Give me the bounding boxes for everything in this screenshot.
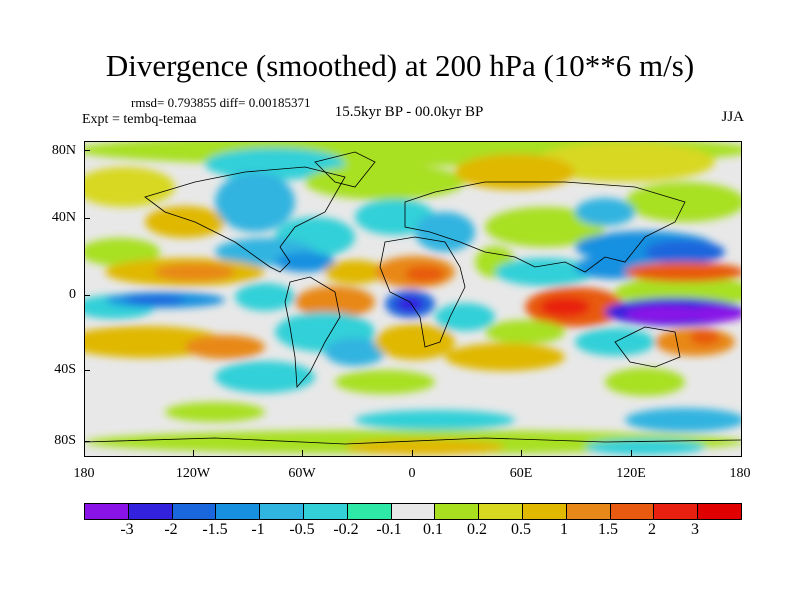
colorbar-label: -2 (164, 521, 178, 538)
colorbar-label: 0.5 (511, 521, 531, 538)
stats-label: rmsd= 0.793855 diff= 0.00185371 (131, 95, 311, 110)
y-label-40n: 40N (51, 210, 76, 225)
y-label-eq: 0 (69, 287, 76, 302)
colorbar-label: 1.5 (598, 521, 618, 538)
x-tick (412, 450, 413, 456)
colorbar-label: -1.5 (202, 521, 228, 538)
y-tick (84, 218, 90, 219)
x-tick (631, 450, 632, 456)
colorbar-label: -0.5 (289, 521, 315, 538)
colorbar-label: 0.1 (423, 521, 443, 538)
x-label-120w: 120W (175, 466, 211, 481)
colorbar-swatch (522, 504, 567, 519)
colorbar-swatch (435, 504, 480, 519)
colorbar-label: -1 (251, 521, 265, 538)
colorbar-label: -0.2 (333, 521, 359, 538)
x-label-120e: 120E (616, 466, 646, 481)
y-label-80s: 80S (54, 433, 76, 448)
coastlines (85, 151, 741, 445)
y-tick (84, 295, 90, 296)
colorbar-swatch (216, 504, 261, 519)
colorbar-label: 1 (560, 521, 568, 538)
colorbar-label: 0.2 (467, 521, 487, 538)
y-tick (84, 150, 90, 151)
map-title: Divergence (smoothed) at 200 hPa (10**6 … (105, 48, 695, 83)
colorbar-swatch (654, 504, 699, 519)
y-label-40s: 40S (54, 362, 76, 377)
colorbar-swatch (172, 504, 217, 519)
x-label-60e: 60E (509, 466, 533, 481)
y-tick (84, 370, 90, 371)
season-label: JJA (721, 109, 744, 125)
colorbar (84, 503, 742, 520)
colorbar-swatch (85, 504, 129, 519)
colorbar-swatch (303, 504, 348, 519)
colorbar-swatch (347, 504, 392, 519)
colorbar-swatch (479, 504, 523, 519)
x-tick (521, 450, 522, 456)
divergence-field (85, 142, 741, 455)
x-tick (302, 450, 303, 456)
x-label-180w: 180 (73, 466, 95, 481)
x-label-60w: 60W (288, 466, 316, 481)
x-label-0: 0 (408, 466, 416, 481)
period-label: 15.5kyr BP - 00.0kyr BP (334, 104, 484, 120)
colorbar-swatch (566, 504, 611, 519)
colorbar-swatch (391, 504, 436, 519)
colorbar-label: -3 (120, 521, 134, 538)
colorbar-swatch (698, 504, 741, 519)
colorbar-label: 2 (648, 521, 656, 538)
colorbar-swatch (260, 504, 304, 519)
divergence-map (84, 141, 742, 457)
x-label-180e: 180 (729, 466, 751, 481)
y-label-80n: 80N (51, 143, 76, 158)
x-tick (193, 450, 194, 456)
colorbar-swatch (610, 504, 655, 519)
y-tick (84, 441, 90, 442)
experiment-label: Expt = tembq-temaa (82, 112, 197, 127)
colorbar-label: 3 (691, 521, 699, 538)
colorbar-label: -0.1 (376, 521, 402, 538)
colorbar-swatch (128, 504, 173, 519)
